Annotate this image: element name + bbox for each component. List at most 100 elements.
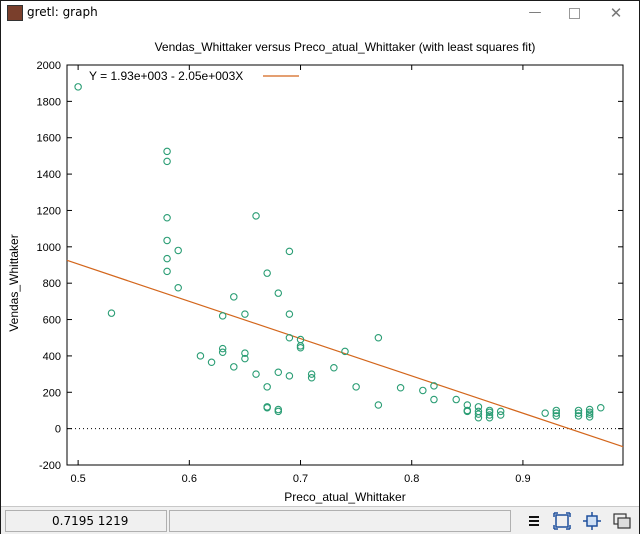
data-point	[585, 405, 594, 414]
status-message-box	[169, 510, 511, 532]
data-point	[274, 368, 283, 377]
data-point	[496, 411, 505, 419]
x-tick-label: 0.8	[404, 473, 419, 485]
data-point	[374, 401, 383, 409]
data-point	[274, 407, 283, 416]
data-point	[163, 236, 171, 245]
data-point	[485, 413, 494, 422]
y-tick-label: 400	[43, 351, 61, 363]
y-tick-label: 800	[43, 278, 61, 290]
x-tick-label: 0.9	[515, 473, 530, 485]
data-point	[463, 407, 472, 416]
data-point	[263, 403, 271, 412]
data-point	[196, 352, 205, 360]
data-point	[585, 413, 594, 421]
y-tick-label: 2000	[37, 60, 61, 72]
data-point	[274, 289, 283, 297]
data-point	[574, 406, 583, 415]
x-tick-label: 0.6	[182, 473, 197, 485]
data-point	[496, 407, 505, 416]
data-point	[419, 386, 427, 395]
data-point	[218, 344, 227, 353]
data-point	[107, 309, 116, 317]
y-tick-label: 1600	[37, 133, 61, 145]
chart-title: Vendas_Whittaker versus Preco_atual_Whit…	[155, 40, 536, 54]
y-tick-label: 1000	[37, 242, 61, 254]
minimize-icon: —	[528, 5, 542, 20]
close-icon: ✕	[609, 4, 623, 22]
fit-icon[interactable]	[582, 511, 602, 531]
data-points	[74, 83, 605, 422]
data-point	[163, 147, 171, 156]
status-bar: 0.7195 1219	[1, 506, 639, 534]
data-point	[263, 269, 271, 277]
data-point	[241, 349, 249, 357]
maximize-icon	[568, 8, 580, 19]
scatter-chart: 0.5 0.6 0.7 0.8 0.9 -200 0 200 400 600 800 1000 120…	[7, 40, 624, 504]
least-squares-fit-line	[66, 259, 624, 448]
data-point	[218, 348, 227, 357]
menu-icon[interactable]	[524, 511, 544, 531]
data-point	[174, 283, 182, 292]
data-point	[163, 213, 171, 222]
y-tick-label: 1800	[37, 96, 61, 108]
data-point	[285, 247, 294, 256]
data-point	[163, 157, 171, 166]
data-point	[574, 412, 583, 420]
data-point	[597, 403, 605, 412]
maximize-button[interactable]	[559, 3, 589, 23]
zoom-icon[interactable]	[552, 511, 572, 531]
gretl-app-icon	[7, 5, 23, 21]
data-point	[174, 246, 182, 255]
data-point	[552, 406, 561, 415]
data-point	[285, 372, 294, 380]
data-point	[207, 358, 216, 367]
data-point	[230, 363, 238, 371]
y-tick-label: 1200	[37, 205, 61, 217]
y-tick-label: 0	[55, 424, 61, 436]
data-point	[474, 413, 483, 422]
data-point	[374, 333, 383, 342]
close-button[interactable]: ✕	[601, 3, 631, 23]
data-point	[430, 395, 438, 404]
legend-label: Y = 1.93e+003 - 2.05e+003X	[89, 69, 243, 83]
data-point	[285, 333, 294, 342]
data-point	[307, 373, 316, 382]
x-axis: 0.5 0.6 0.7 0.8 0.9	[70, 65, 531, 485]
data-point	[574, 409, 583, 417]
y-tick-label: 200	[43, 387, 61, 399]
data-point	[263, 383, 271, 391]
data-point	[474, 403, 483, 411]
data-point	[452, 395, 460, 404]
data-point	[541, 409, 549, 417]
data-point	[230, 293, 238, 301]
minimize-button[interactable]: —	[520, 3, 550, 23]
data-point	[485, 408, 494, 417]
windows-icon[interactable]	[612, 511, 632, 531]
y-axis: -200 0 200 400 600 800 1000 1200 1400 1600 1800 200…	[37, 60, 623, 472]
data-point	[341, 347, 349, 356]
data-point	[285, 310, 294, 318]
data-point	[430, 382, 438, 390]
title-bar[interactable]: gretl: graph — ✕	[1, 1, 639, 25]
data-point	[163, 267, 171, 276]
data-point	[552, 409, 561, 417]
x-tick-label: 0.5	[70, 473, 85, 485]
data-point	[352, 383, 360, 391]
data-point	[74, 83, 82, 91]
data-point	[485, 411, 494, 419]
coordinate-value: 0.7195 1219	[52, 514, 129, 528]
data-point	[163, 254, 171, 263]
y-axis-label: Vendas_Whittaker	[7, 234, 21, 331]
x-tick-label: 0.7	[293, 473, 308, 485]
y-tick-label: 600	[43, 315, 61, 327]
data-point	[241, 310, 249, 318]
data-point	[241, 354, 249, 363]
data-point	[552, 412, 561, 420]
data-point	[296, 343, 305, 352]
data-point	[218, 312, 227, 320]
data-point	[396, 383, 405, 392]
data-point	[252, 212, 260, 220]
plot-area[interactable]: 0.5 0.6 0.7 0.8 0.9 -200 0 200 400 600 800 1000 120…	[1, 25, 639, 506]
